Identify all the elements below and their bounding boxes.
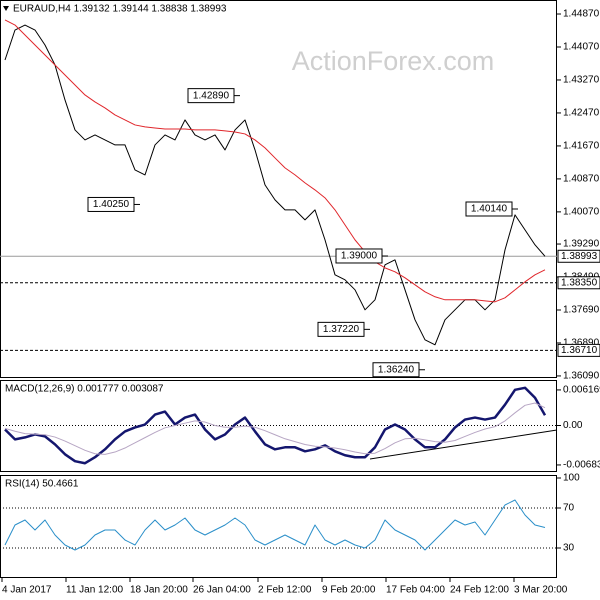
y-tick-label: 0.006169 (563, 385, 600, 396)
annotation-label: 1.40140 (471, 204, 508, 215)
x-tick-label: 9 Feb 20:00 (322, 585, 376, 596)
y-tick-label: -0.006838 (563, 460, 600, 471)
annotation-box (372, 362, 420, 378)
level-label-box (557, 343, 600, 357)
series-line (4, 24, 546, 346)
y-tick-label: 1.41670 (563, 141, 600, 152)
series-line (4, 402, 546, 455)
panel-title: MACD(12,26,9) 0.001777 0.003087 (5, 384, 164, 395)
panel-frame (0, 475, 557, 578)
y-tick-label: 1.36890 (563, 338, 600, 349)
y-tick-label: 1.40870 (563, 174, 600, 185)
annotation-label: 1.42890 (193, 90, 230, 101)
symbol-arrow (3, 6, 9, 11)
level-label-box (557, 276, 600, 290)
x-tick-label: 24 Feb 12:00 (450, 585, 509, 596)
x-tick-label: 2 Feb 12:00 (258, 585, 312, 596)
y-tick-label: 70 (563, 503, 575, 514)
annotation-label: 1.40250 (93, 199, 130, 210)
level-label: 1.38350 (561, 277, 598, 288)
y-tick-label: 1.43270 (563, 75, 600, 86)
series-line (4, 386, 547, 465)
x-tick-label: 26 Jan 04:00 (193, 585, 251, 596)
series-line (4, 499, 546, 551)
x-tick-label: 4 Jan 2017 (2, 585, 52, 596)
annotation-box (335, 248, 383, 264)
y-tick-label: 1.42470 (563, 108, 600, 119)
series-line (4, 19, 546, 303)
annotation-box (87, 196, 135, 212)
annotation-box (187, 88, 235, 104)
level-label: 1.38993 (561, 251, 598, 262)
x-tick-label: 3 Mar 20:00 (514, 585, 568, 596)
y-tick-label: 1.36090 (563, 371, 600, 382)
y-tick-label: 1.39290 (563, 239, 600, 250)
annotation-label: 1.39000 (341, 251, 378, 262)
macd-trendline (369, 429, 558, 460)
watermark: ActionForex.com (292, 46, 495, 76)
y-tick-label: 30 (563, 543, 575, 554)
panel-frame (0, 0, 557, 378)
annotation-box (465, 201, 513, 217)
y-tick-label: 1.37690 (563, 305, 600, 316)
y-tick-label: 1.40070 (563, 207, 600, 218)
level-label: 1.36710 (561, 345, 598, 356)
y-tick-label: 1.44870 (563, 9, 600, 20)
annotation-label: 1.36240 (378, 364, 415, 375)
y-tick-label: 0.00 (563, 420, 583, 431)
annotation-box (317, 321, 365, 337)
x-tick-label: 17 Feb 04:00 (386, 585, 445, 596)
y-tick-label: 1.44070 (563, 42, 600, 53)
panel-title: EURAUD,H4 1.39132 1.39144 1.38838 1.3899… (13, 4, 227, 15)
panel-title: RSI(14) 50.4661 (5, 479, 79, 490)
y-tick-label: 100 (563, 473, 580, 484)
x-tick-label: 11 Jan 12:00 (66, 585, 124, 596)
annotation-label: 1.37220 (323, 324, 360, 335)
x-tick-label: 18 Jan 20:00 (130, 585, 188, 596)
level-label-box (557, 249, 600, 263)
